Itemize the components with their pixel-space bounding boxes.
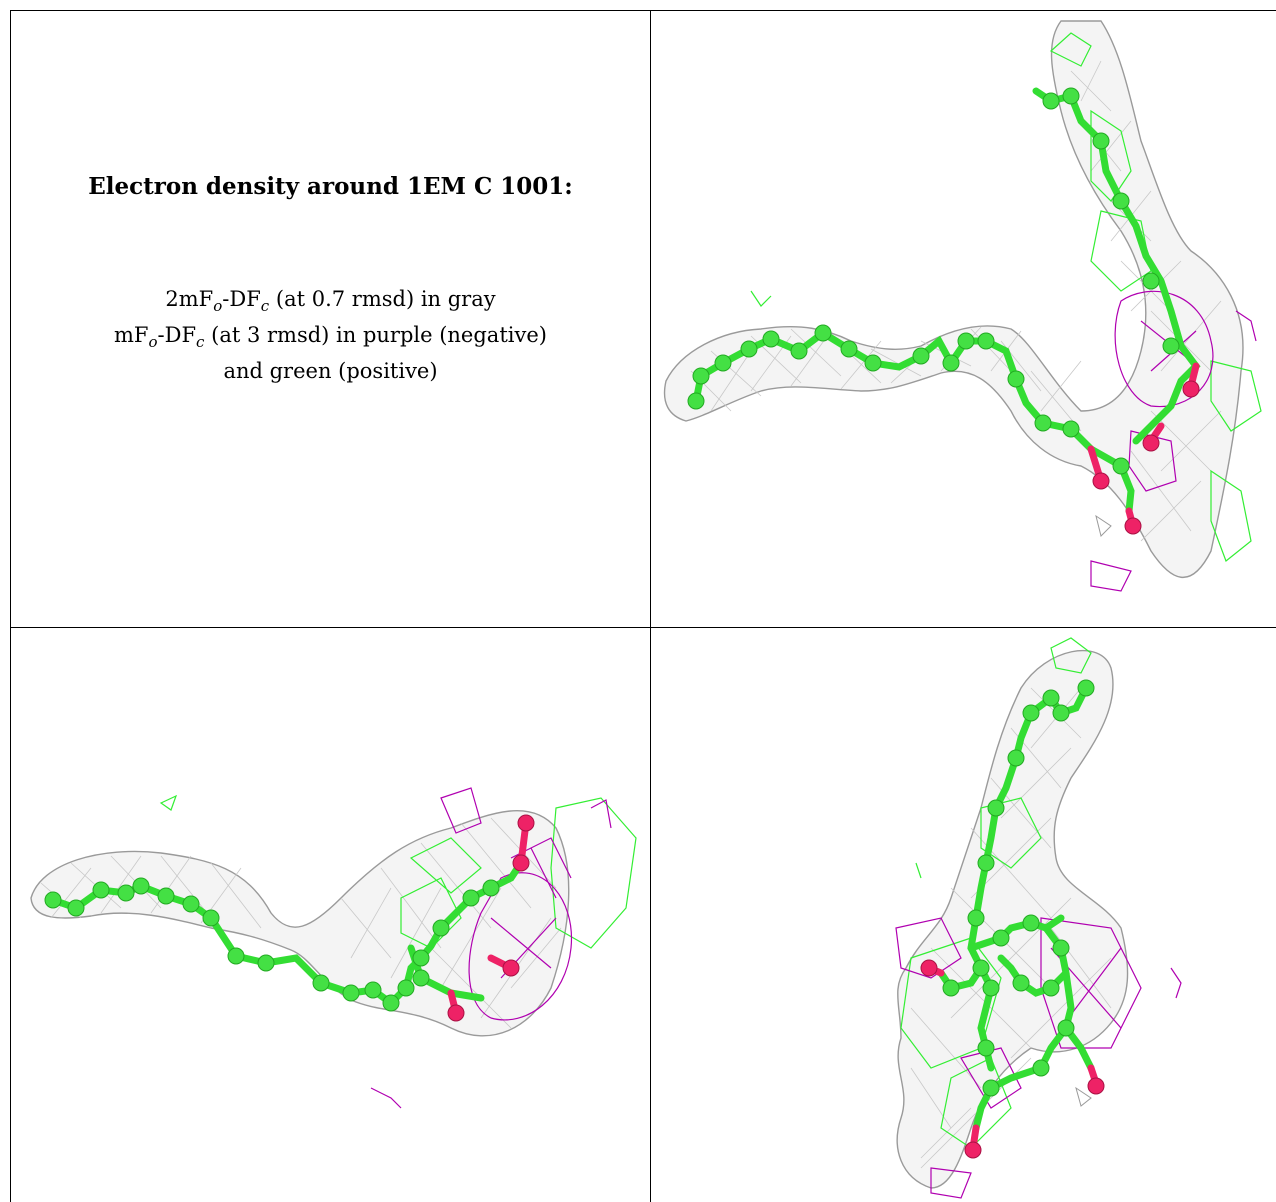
negative-mesh: [370, 787, 612, 1109]
twofofc-mesh-tube: [896, 649, 1129, 1189]
figure-legend: 2mFo-DFc (at 0.7 rmsd) in gray mFo-DFc (…: [11, 285, 650, 386]
oxygen-atoms: [447, 814, 535, 1022]
carbon-atoms: [942, 679, 1095, 1097]
oxygen-atoms: [920, 959, 1105, 1159]
oxygen-atoms: [1092, 380, 1200, 535]
grid-line-left: [10, 10, 11, 1202]
density-view-bottom-left: [11, 628, 650, 1202]
density-map-view-icon: [30, 787, 637, 1109]
mesh-fragment: [1095, 514, 1112, 537]
grid-line-middle: [10, 627, 1276, 628]
carbon-atoms: [687, 87, 1180, 475]
twofofc-mesh-tube: [30, 809, 570, 1037]
grid-line-center: [650, 10, 651, 1202]
twofofc-mesh-tube: [663, 20, 1244, 579]
mesh-fragment: [1075, 1086, 1092, 1107]
figure-grid: Electron density around 1EM C 1001: 2mFo…: [10, 10, 1276, 1202]
density-map-view-icon: [663, 20, 1262, 592]
legend-line-positive: and green (positive): [223, 359, 438, 384]
figure-title: Electron density around 1EM C 1001:: [88, 173, 573, 200]
legend-line-fofc: mFo-DFc (at 3 rmsd) in purple (negative): [114, 323, 547, 352]
positive-mesh: [750, 32, 1262, 562]
positive-mesh: [159, 794, 637, 949]
carbon-atoms: [44, 877, 500, 1012]
grid-line-top: [10, 10, 1276, 11]
caption-cell: Electron density around 1EM C 1001: 2mFo…: [11, 11, 650, 627]
density-view-bottom-right: [651, 628, 1276, 1202]
legend-line-2fofc: 2mFo-DFc (at 0.7 rmsd) in gray: [165, 287, 496, 316]
density-view-top-right: [651, 11, 1276, 627]
density-map-view-icon: [895, 637, 1182, 1199]
oxygen-bonds: [1087, 362, 1200, 530]
